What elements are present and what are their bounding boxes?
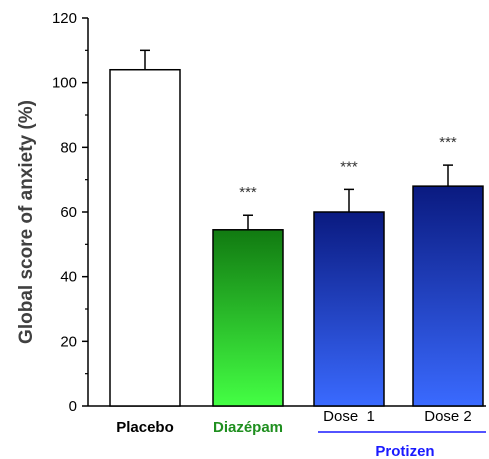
bar [412,185,484,407]
x-category-label: Dose 1 [323,408,375,425]
bar [212,229,284,407]
y-axis-label: Global score of anxiety (%) [16,100,37,344]
y-tick-label: 100 [52,75,77,92]
y-tick-label: 40 [60,269,77,286]
y-tick-label: 20 [60,333,77,350]
bars: *** *** *** [109,49,484,407]
bar [109,68,181,407]
significance-label: *** [239,184,257,201]
y-ticks: 0 20 40 60 80 100 120 [52,10,88,415]
y-tick-label: 0 [69,398,77,415]
bar [313,211,385,407]
significance-label: *** [340,158,358,175]
x-labels: Placebo Diazépam Dose 1 Dose 2 [116,408,472,436]
significance-label: *** [439,134,457,151]
y-tick-label: 80 [60,139,77,156]
y-tick-label: 120 [52,10,77,27]
x-category-label: Dose 2 [424,408,472,425]
group-label: Protizen [375,443,434,459]
x-category-label: Placebo [116,419,174,436]
y-tick-label: 60 [60,204,77,221]
x-category-label: Diazépam [213,419,283,436]
